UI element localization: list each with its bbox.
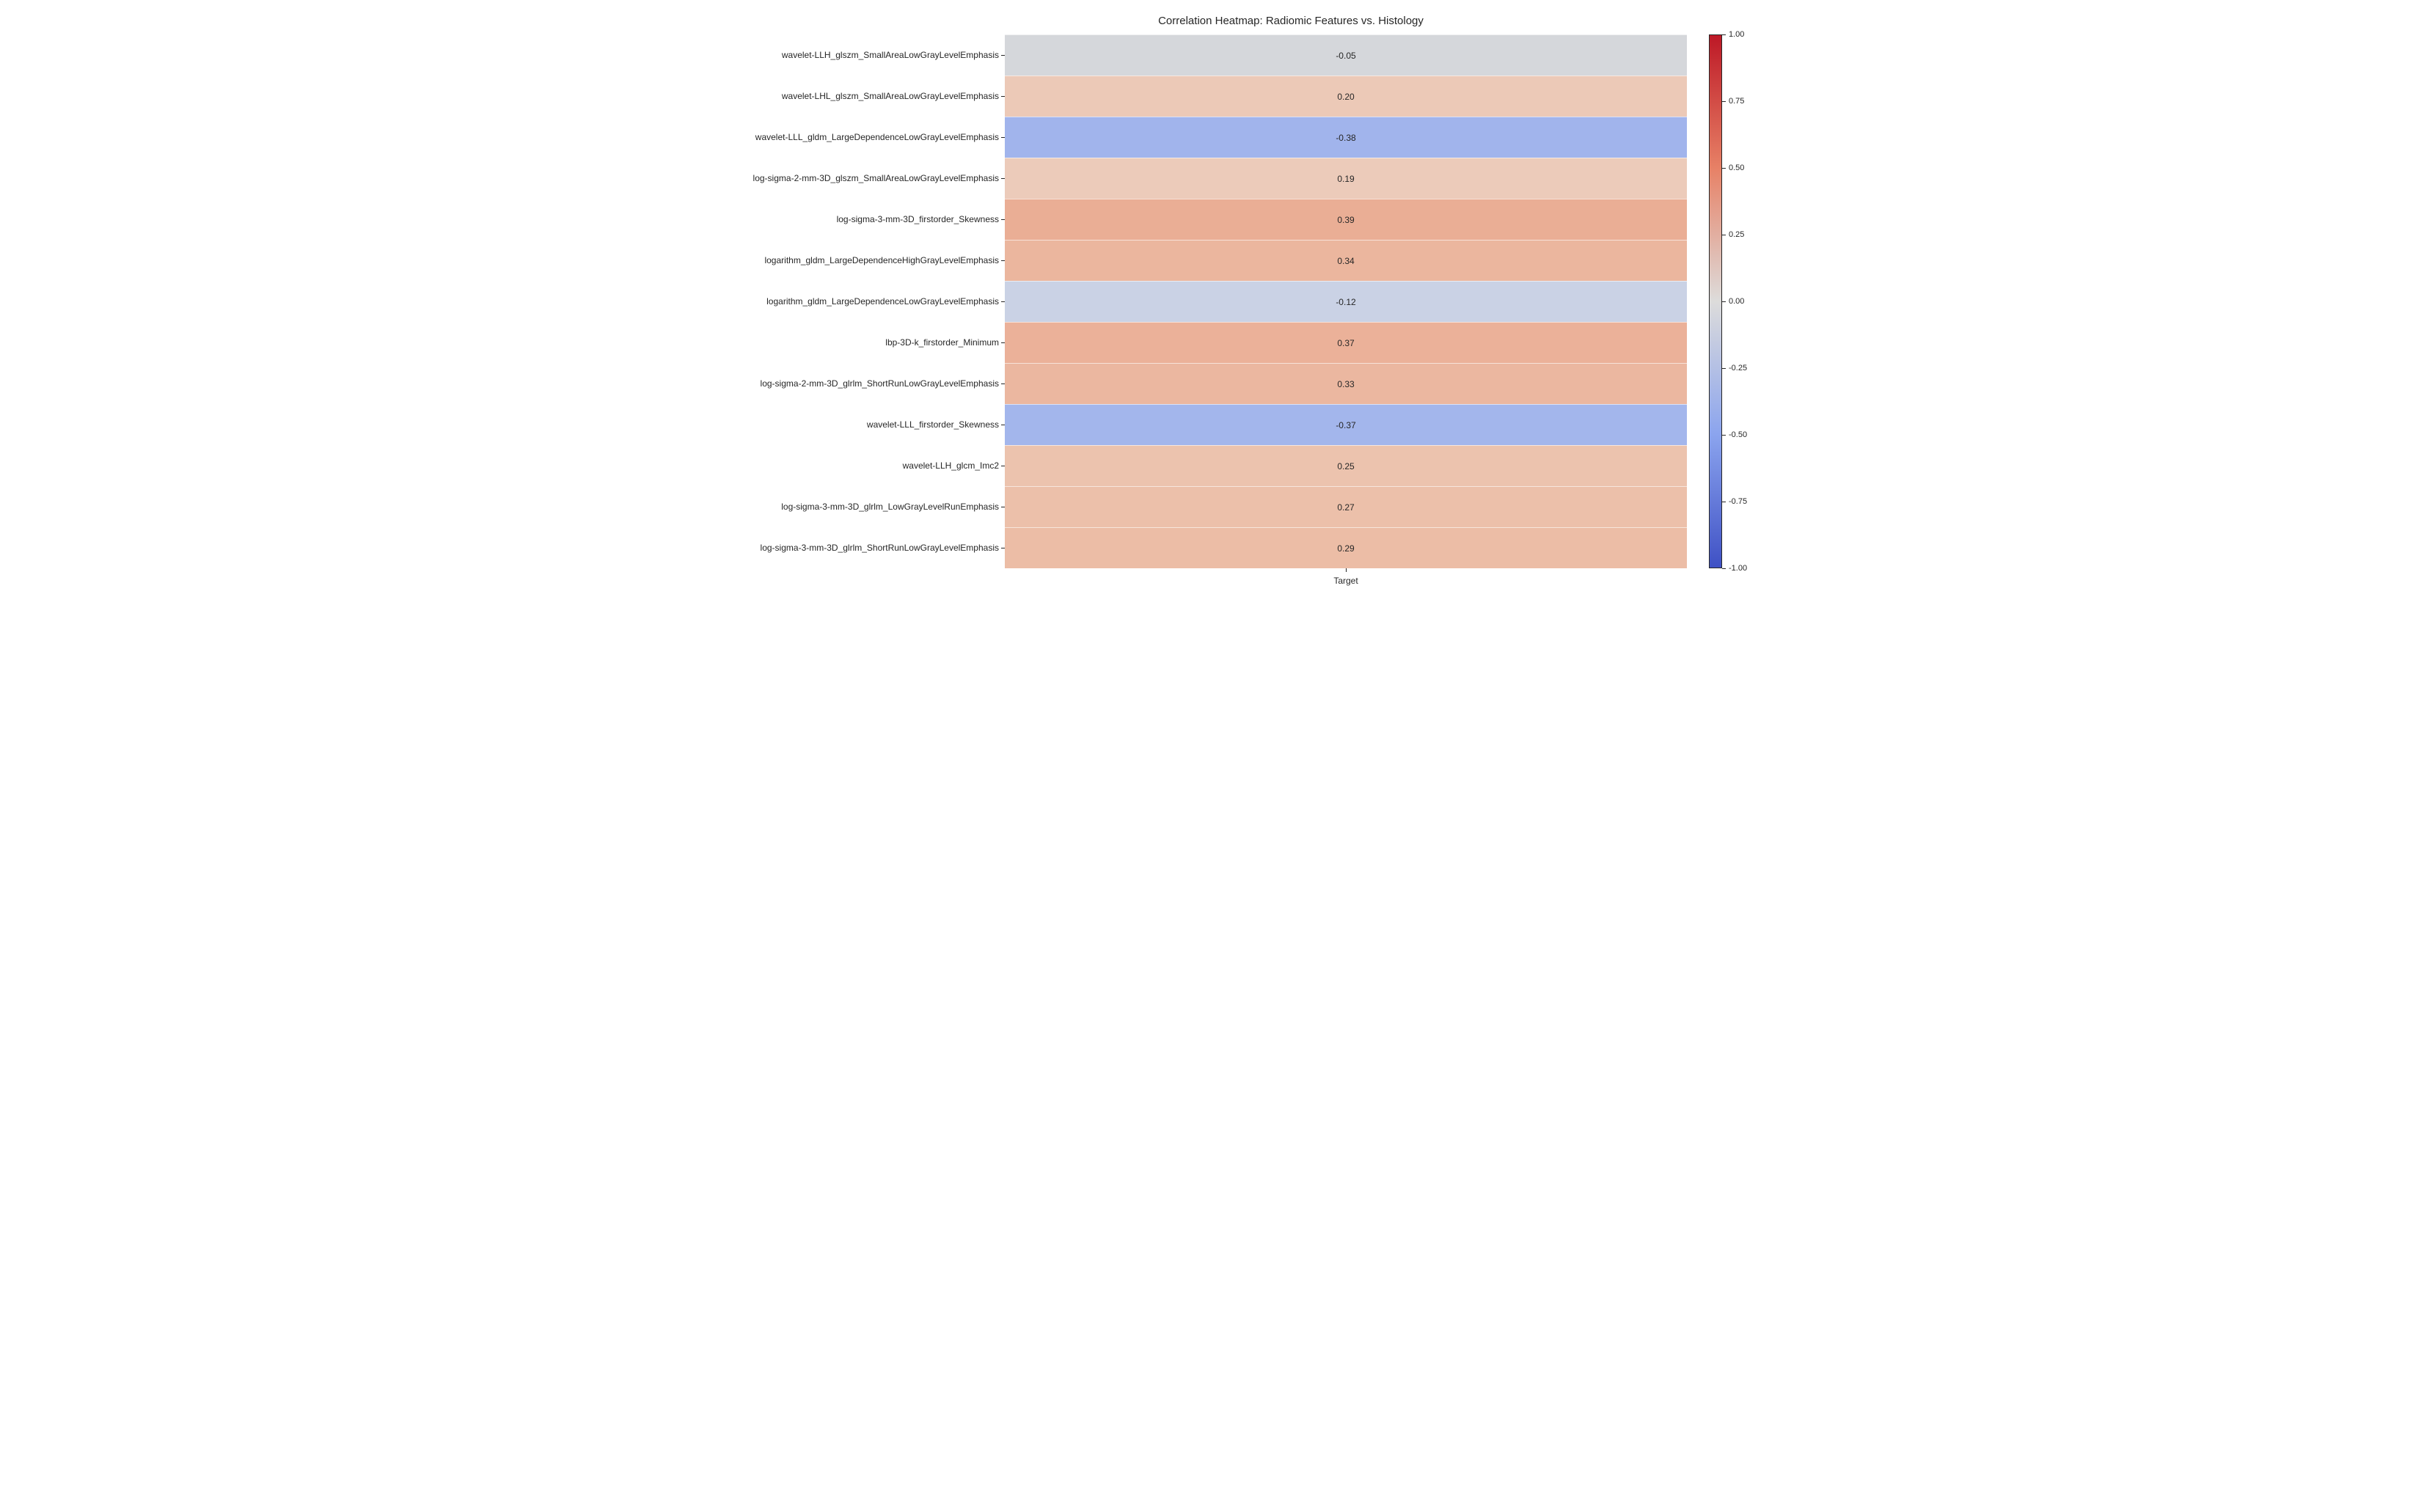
heatmap-row: wavelet-LHL_glszm_SmallAreaLowGrayLevelE… <box>667 76 1687 117</box>
heatmap-cell: -0.12 <box>1005 281 1687 322</box>
heatmap-row: logarithm_gldm_LargeDependenceHighGrayLe… <box>667 240 1687 281</box>
colorbar-tick: -1.00 <box>1722 564 1747 573</box>
y-tick-label: wavelet-LLL_gldm_LargeDependenceLowGrayL… <box>667 117 1005 158</box>
figure: Correlation Heatmap: Radiomic Features v… <box>667 15 1768 586</box>
y-tick-label: log-sigma-3-mm-3D_glrlm_ShortRunLowGrayL… <box>667 527 1005 568</box>
colorbar-tick: 0.75 <box>1722 97 1744 106</box>
heatmap-row: log-sigma-3-mm-3D_firstorder_Skewness0.3… <box>667 199 1687 240</box>
heatmap-cell: -0.05 <box>1005 34 1687 76</box>
colorbar-tick: -0.50 <box>1722 430 1747 439</box>
heatmap-cell: 0.33 <box>1005 363 1687 404</box>
y-tick-label: log-sigma-2-mm-3D_glrlm_ShortRunLowGrayL… <box>667 363 1005 404</box>
colorbar-tick: 0.50 <box>1722 164 1744 172</box>
colorbar-tick: 0.25 <box>1722 230 1744 239</box>
y-tick-label: lbp-3D-k_firstorder_Minimum <box>667 322 1005 363</box>
heatmap-row: lbp-3D-k_firstorder_Minimum0.37 <box>667 322 1687 363</box>
heatmap-cell: 0.34 <box>1005 240 1687 281</box>
heatmap-cell: -0.38 <box>1005 117 1687 158</box>
y-tick-label: wavelet-LLH_glszm_SmallAreaLowGrayLevelE… <box>667 34 1005 76</box>
heatmap-cell: 0.20 <box>1005 76 1687 117</box>
heatmap-cell: 0.25 <box>1005 445 1687 486</box>
heatmap-cell: -0.37 <box>1005 404 1687 445</box>
plot-area: wavelet-LLH_glszm_SmallAreaLowGrayLevelE… <box>667 34 1768 586</box>
heatmap-row: logarithm_gldm_LargeDependenceLowGrayLev… <box>667 281 1687 322</box>
x-axis: Target <box>667 568 1687 586</box>
heatmap-cell: 0.37 <box>1005 322 1687 363</box>
heatmap-cell: 0.39 <box>1005 199 1687 240</box>
colorbar-tick: 0.00 <box>1722 297 1744 306</box>
heatmap-cell: 0.29 <box>1005 527 1687 568</box>
x-axis-label: Target <box>1005 568 1687 586</box>
heatmap-row: log-sigma-3-mm-3D_glrlm_ShortRunLowGrayL… <box>667 527 1687 568</box>
colorbar-gradient <box>1709 34 1722 568</box>
heatmap: wavelet-LLH_glszm_SmallAreaLowGrayLevelE… <box>667 34 1687 586</box>
heatmap-row: wavelet-LLL_gldm_LargeDependenceLowGrayL… <box>667 117 1687 158</box>
chart-title: Correlation Heatmap: Radiomic Features v… <box>1011 15 1424 27</box>
heatmap-row: wavelet-LLH_glcm_Imc20.25 <box>667 445 1687 486</box>
heatmap-row: log-sigma-3-mm-3D_glrlm_LowGrayLevelRunE… <box>667 486 1687 527</box>
x-axis-spacer <box>667 568 1005 586</box>
colorbar: 1.000.750.500.250.00-0.25-0.50-0.75-1.00 <box>1709 34 1768 586</box>
y-tick-label: wavelet-LLL_firstorder_Skewness <box>667 404 1005 445</box>
heatmap-row: log-sigma-2-mm-3D_glrlm_ShortRunLowGrayL… <box>667 363 1687 404</box>
heatmap-cell: 0.19 <box>1005 158 1687 199</box>
y-tick-label: log-sigma-2-mm-3D_glszm_SmallAreaLowGray… <box>667 158 1005 199</box>
heatmap-row: wavelet-LLL_firstorder_Skewness-0.37 <box>667 404 1687 445</box>
heatmap-rows: wavelet-LLH_glszm_SmallAreaLowGrayLevelE… <box>667 34 1687 568</box>
y-tick-label: log-sigma-3-mm-3D_firstorder_Skewness <box>667 199 1005 240</box>
y-tick-label: logarithm_gldm_LargeDependenceLowGrayLev… <box>667 281 1005 322</box>
colorbar-tick: -0.75 <box>1722 497 1747 506</box>
heatmap-row: wavelet-LLH_glszm_SmallAreaLowGrayLevelE… <box>667 34 1687 76</box>
y-tick-label: wavelet-LHL_glszm_SmallAreaLowGrayLevelE… <box>667 76 1005 117</box>
y-tick-label: logarithm_gldm_LargeDependenceHighGrayLe… <box>667 240 1005 281</box>
colorbar-ticks: 1.000.750.500.250.00-0.25-0.50-0.75-1.00 <box>1722 34 1768 568</box>
colorbar-tick: 1.00 <box>1722 30 1744 39</box>
heatmap-row: log-sigma-2-mm-3D_glszm_SmallAreaLowGray… <box>667 158 1687 199</box>
y-tick-label: log-sigma-3-mm-3D_glrlm_LowGrayLevelRunE… <box>667 486 1005 527</box>
heatmap-cell: 0.27 <box>1005 486 1687 527</box>
colorbar-tick: -0.25 <box>1722 364 1747 373</box>
y-tick-label: wavelet-LLH_glcm_Imc2 <box>667 445 1005 486</box>
